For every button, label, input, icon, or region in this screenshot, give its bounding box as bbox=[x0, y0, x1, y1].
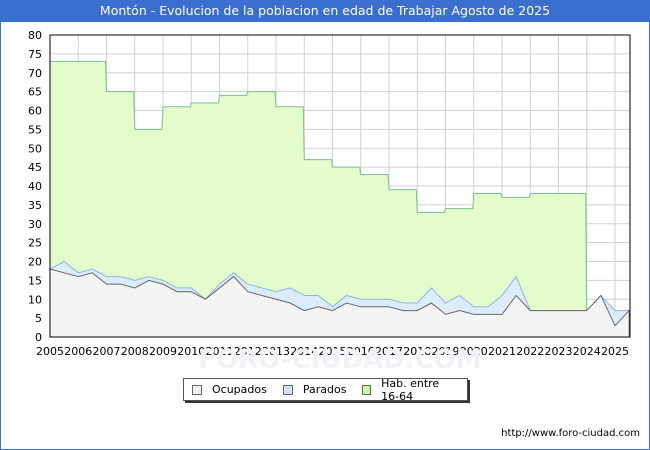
y-tick-label: 70 bbox=[28, 67, 42, 80]
x-tick-label: 2020 bbox=[460, 345, 488, 358]
y-tick-label: 30 bbox=[28, 218, 42, 231]
x-tick-label: 2019 bbox=[432, 345, 460, 358]
plot-border bbox=[49, 34, 631, 338]
x-tick-label: 2007 bbox=[93, 345, 121, 358]
y-tick-label: 60 bbox=[28, 105, 42, 118]
series-hab-area bbox=[49, 60, 588, 338]
legend-swatch-parados bbox=[282, 384, 293, 395]
x-tick-label: 2011 bbox=[206, 345, 234, 358]
legend-label: Ocupados bbox=[212, 383, 267, 396]
y-tick-label: 45 bbox=[28, 161, 42, 174]
y-tick-label: 65 bbox=[28, 86, 42, 99]
x-tick-label: 2022 bbox=[516, 345, 544, 358]
watermark: FORO-CIUDAD.COM bbox=[198, 345, 481, 375]
y-tick-label: 20 bbox=[28, 256, 42, 269]
y-tick-label: 0 bbox=[35, 331, 42, 344]
legend-item-parados: Parados bbox=[282, 383, 347, 396]
x-tick-label: 2008 bbox=[121, 345, 149, 358]
y-tick-label: 35 bbox=[28, 199, 42, 212]
series-ocupados-area bbox=[49, 268, 630, 338]
x-tick-label: 2013 bbox=[262, 345, 290, 358]
y-tick-label: 15 bbox=[28, 274, 42, 287]
x-tick-label: 2024 bbox=[573, 345, 601, 358]
y-tick-label: 40 bbox=[28, 180, 42, 193]
y-tick-label: 75 bbox=[28, 48, 42, 61]
x-tick-label: 2010 bbox=[177, 345, 205, 358]
chart-legend: Ocupados Parados Hab. entre 16-64 bbox=[183, 377, 468, 403]
y-tick-label: 5 bbox=[35, 312, 42, 325]
x-tick-label: 2014 bbox=[290, 345, 318, 358]
legend-item-hab: Hab. entre 16-64 bbox=[362, 377, 459, 403]
x-tick-label: 2025 bbox=[601, 345, 629, 358]
y-tick-label: 50 bbox=[28, 142, 42, 155]
x-tick-label: 2021 bbox=[488, 345, 516, 358]
x-tick-label: 2009 bbox=[149, 345, 177, 358]
y-tick-label: 25 bbox=[28, 237, 42, 250]
legend-swatch-hab bbox=[362, 384, 372, 395]
x-tick-label: 2012 bbox=[234, 345, 262, 358]
x-tick-label: 2006 bbox=[64, 345, 92, 358]
x-tick-label: 2023 bbox=[545, 345, 573, 358]
legend-label: Hab. entre 16-64 bbox=[381, 376, 440, 403]
legend-item-ocupados: Ocupados bbox=[192, 383, 267, 396]
y-tick-label: 80 bbox=[28, 29, 42, 42]
x-tick-label: 2015 bbox=[319, 345, 347, 358]
x-tick-label: 2016 bbox=[347, 345, 375, 358]
source-link[interactable]: http://www.foro-ciudad.com bbox=[501, 428, 640, 439]
legend-swatch-ocupados bbox=[192, 384, 202, 395]
x-tick-label: 2005 bbox=[36, 345, 64, 358]
y-tick-label: 10 bbox=[28, 293, 42, 306]
x-tick-label: 2018 bbox=[403, 345, 431, 358]
x-tick-label: 2017 bbox=[375, 345, 403, 358]
y-tick-label: 55 bbox=[28, 123, 42, 136]
legend-label: Parados bbox=[302, 383, 347, 396]
chart-title: Montón - Evolucion de la poblacion en ed… bbox=[0, 0, 650, 22]
